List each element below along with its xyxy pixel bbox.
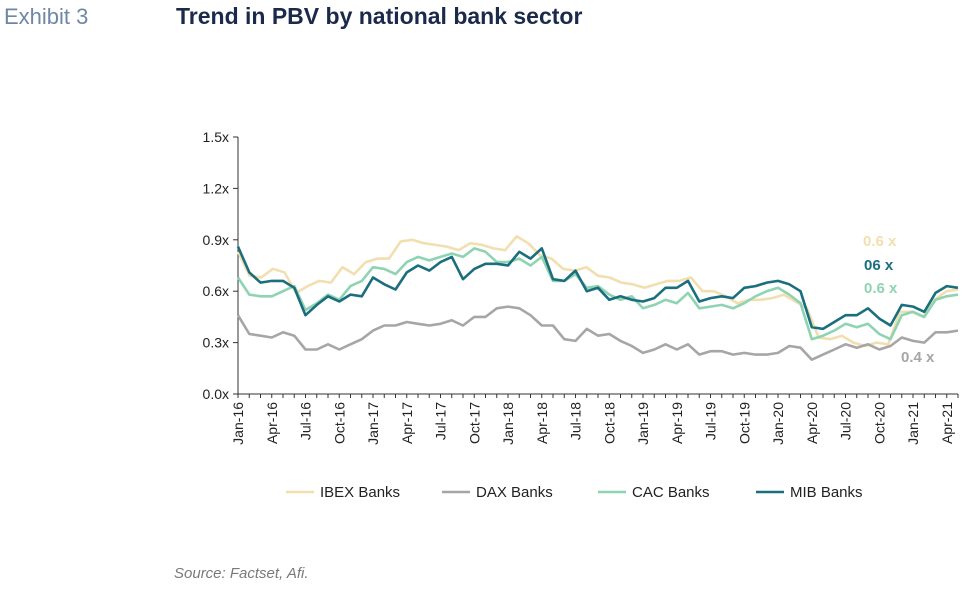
x-tick-label: Jan-16 [230, 402, 246, 445]
exhibit-label: Exhibit 3 [4, 4, 89, 29]
legend-label: DAX Banks [476, 484, 553, 501]
y-tick-label: 0.3x [203, 335, 229, 351]
x-tick-label: Apr-17 [399, 402, 415, 444]
end-label-ibex-banks: 0.6 x [863, 233, 897, 250]
x-tick-label: Apr-18 [534, 402, 550, 444]
series-line-ibex-banks [236, 235, 959, 348]
x-tick-label: Jul-17 [433, 402, 449, 440]
x-tick-label: Jan-20 [770, 402, 786, 445]
y-axis: 0.0x 0.3x 0.6x 0.9x 1.2x 1.5x [203, 129, 239, 402]
series-line-mib-banks [236, 246, 959, 331]
x-tick-label: Jan-19 [635, 402, 651, 445]
source-note: Source: Factset, Afi. [174, 565, 309, 582]
series-line-cac-banks [236, 247, 959, 341]
series-lines [236, 235, 959, 362]
chart-title: Trend in PBV by national bank sector [176, 3, 583, 29]
legend: IBEX Banks DAX Banks CAC Banks MIB Banks [286, 484, 863, 501]
legend-label: IBEX Banks [320, 484, 400, 501]
legend-label: CAC Banks [632, 484, 710, 501]
y-tick-label: 0.6x [203, 283, 229, 299]
y-tick-label: 1.5x [203, 129, 229, 145]
end-label-dax-banks: 0.4 x [901, 349, 935, 366]
x-tick-label: Oct-19 [736, 402, 752, 444]
end-label-mib-banks: 06 x [864, 257, 894, 274]
y-tick-label: 1.2x [203, 180, 229, 196]
x-tick-label: Apr-16 [264, 402, 280, 444]
x-tick-label: Jul-18 [568, 402, 584, 440]
x-tick-label: Jan-21 [905, 402, 921, 445]
x-tick-label: Jul-16 [298, 402, 314, 440]
series-end-labels: 0.6 x 0.4 x 0.6 x 06 x [863, 233, 935, 366]
x-tick-label: Oct-17 [466, 402, 482, 444]
x-tick-label: Jan-18 [500, 402, 516, 445]
x-tick-label: Oct-20 [871, 402, 887, 444]
x-tick-label: Apr-21 [939, 402, 955, 444]
series-line-dax-banks [236, 305, 959, 362]
end-label-cac-banks: 0.6 x [864, 280, 898, 297]
legend-label: MIB Banks [790, 484, 863, 501]
x-tick-label: Jul-20 [838, 402, 854, 440]
y-tick-label: 0.9x [203, 232, 229, 248]
y-tick-label: 0.0x [203, 386, 229, 402]
x-tick-label: Jul-19 [703, 402, 719, 440]
x-tick-label: Jan-17 [365, 402, 381, 445]
x-tick-label: Apr-19 [669, 402, 685, 444]
x-axis: Jan-16 Apr-16 Jul-16 Oct-16 Jan-17 Apr-17 Jul-… [230, 393, 959, 445]
x-tick-label: Apr-20 [804, 402, 820, 444]
x-tick-label: Oct-18 [601, 402, 617, 444]
x-tick-label: Oct-16 [331, 402, 347, 444]
